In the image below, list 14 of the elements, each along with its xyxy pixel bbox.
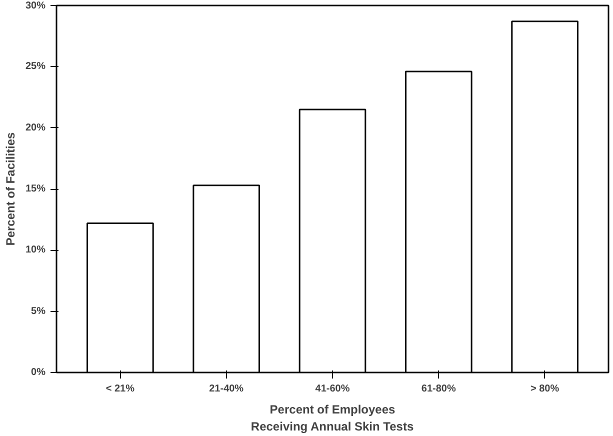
y-tick-label: 15% <box>25 184 46 194</box>
x-tick-label: 61-80% <box>421 384 456 394</box>
x-tick-label: < 21% <box>106 384 135 394</box>
x-tick-label: > 80% <box>530 384 560 394</box>
y-axis-title: Percent of Facilities <box>3 132 18 246</box>
x-tick-label: 21-40% <box>209 384 244 394</box>
x-axis-title: Percent of Employees Receiving Annual Skin Tests <box>250 402 414 434</box>
y-tick-label: 5% <box>31 306 46 317</box>
y-tick-label: 10% <box>25 244 46 256</box>
x-tick-label: 41-60% <box>315 384 350 394</box>
y-tick-label: 0% <box>31 367 46 378</box>
y-tick-label: 25% <box>25 61 46 72</box>
y-tick-label: 30% <box>25 0 46 12</box>
y-tick-label: 20% <box>25 122 46 134</box>
